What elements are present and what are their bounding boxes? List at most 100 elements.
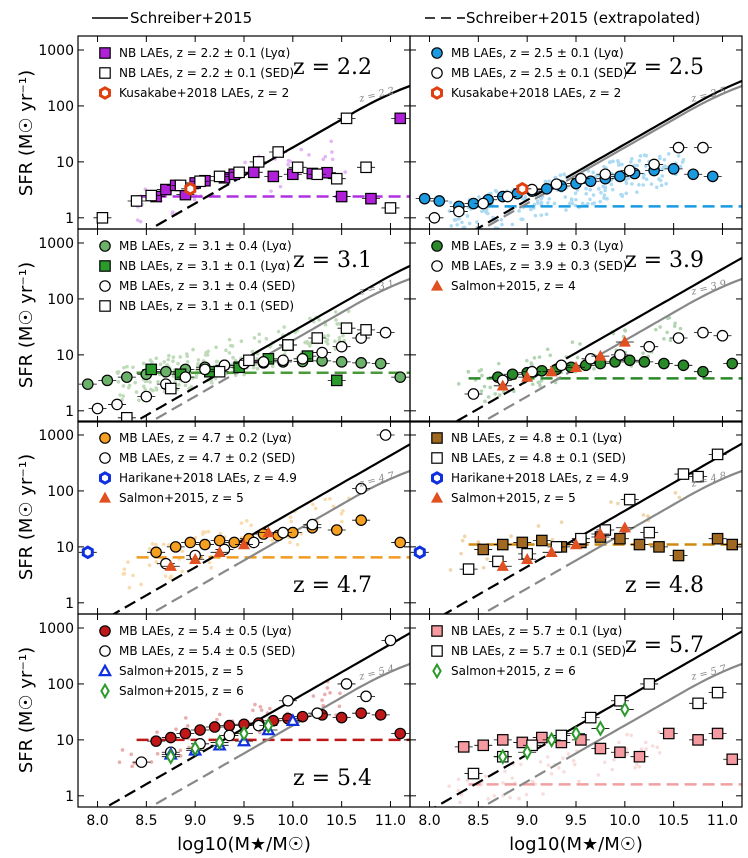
cloud-point [185, 354, 190, 359]
cloud-point [480, 209, 484, 214]
data-point [208, 721, 221, 733]
cloud-point [134, 390, 139, 394]
panel-z-label-z31: z = 3.1 [293, 248, 372, 273]
series-z54-1 [132, 634, 400, 768]
cloud-point [288, 515, 293, 520]
cloud-point [194, 375, 199, 380]
cloud-point [538, 760, 543, 764]
data-point [164, 382, 177, 395]
data-point [453, 205, 465, 218]
cloud-point [459, 793, 464, 797]
cloud-point [338, 691, 342, 696]
cloud-point [452, 218, 457, 222]
data-point [672, 332, 685, 344]
data-point [330, 374, 343, 387]
legend-label: Salmon+2015, z = 5 [119, 664, 244, 678]
panel-z-label-z47: z = 4.7 [293, 573, 372, 598]
cloud-point [488, 385, 493, 390]
cloud-point [289, 519, 293, 524]
data-point [540, 183, 553, 195]
data-point [335, 711, 348, 724]
data-point [477, 197, 490, 210]
data-point [145, 363, 158, 376]
legend-marker [99, 86, 111, 100]
y-tick-label: 100 [47, 292, 74, 308]
cloud-point [194, 373, 199, 378]
cloud-point [286, 162, 290, 167]
cloud-point [657, 177, 661, 181]
cloud-point [493, 226, 498, 229]
cloud-point [624, 191, 629, 196]
legend-marker [431, 86, 443, 100]
cloud-point [190, 376, 195, 380]
data-point [335, 356, 348, 368]
cloud-point [286, 158, 291, 163]
cloud-point [323, 154, 328, 159]
data-point [252, 156, 265, 168]
cloud-point [480, 373, 484, 378]
legend-marker [99, 432, 111, 444]
data-point [121, 412, 133, 422]
cloud-point [154, 542, 158, 547]
cloud-point [637, 158, 642, 163]
data-point [516, 736, 529, 749]
cloud-point [486, 797, 490, 801]
cloud-point [224, 348, 228, 353]
legend-marker [99, 645, 111, 657]
cloud-point [282, 325, 287, 329]
panel-cloud-z47 [121, 496, 351, 590]
data-point [150, 735, 162, 747]
cloud-point [536, 380, 541, 385]
cloud-point [609, 182, 614, 187]
cloud-point [630, 156, 634, 161]
legend-marker [99, 240, 111, 252]
cloud-point [604, 196, 609, 201]
cloud-point [521, 217, 525, 222]
cloud-point [252, 336, 257, 340]
cloud-point [142, 384, 146, 389]
x-tick-label: 8.5 [135, 813, 157, 829]
data-point [711, 686, 724, 699]
cloud-point [454, 217, 458, 222]
data-point [237, 538, 251, 550]
data-point [194, 724, 206, 736]
cloud-point [126, 385, 131, 390]
cloud-point [532, 356, 537, 360]
data-point [711, 448, 724, 461]
data-point [374, 357, 387, 370]
x-tick-label: 11.0 [375, 813, 406, 829]
cloud-point [599, 190, 603, 195]
y-tick-label: 10 [56, 155, 74, 171]
data-point [190, 740, 200, 757]
data-point [150, 546, 162, 559]
cloud-point [311, 694, 316, 698]
legend-marker [431, 432, 443, 444]
cloud-point [503, 769, 507, 774]
cloud-point [657, 750, 662, 755]
cloud-point [547, 197, 552, 201]
cloud-point [483, 399, 487, 404]
y-tick-label: 1000 [38, 621, 74, 637]
data-point [282, 694, 294, 707]
cloud-point [121, 384, 126, 388]
y-tick-label: 1 [65, 404, 74, 420]
data-point [384, 634, 397, 647]
cloud-point [251, 708, 255, 713]
cloud-point [661, 166, 666, 171]
panel-z22: 1 10 100 1000 NB LAEs, z = 2.2 ± 0.1 (Lyα) NB… [38, 35, 411, 230]
data-point [330, 172, 343, 185]
cloud-point [525, 358, 529, 363]
cloud-point [637, 182, 641, 187]
data-point [374, 709, 387, 721]
cloud-point [206, 529, 211, 534]
cloud-point [466, 369, 471, 374]
series-z31-3 [117, 322, 376, 422]
data-point [360, 324, 372, 336]
cloud-point [245, 519, 249, 523]
cloud-point [523, 195, 528, 199]
cloud-point [125, 364, 129, 369]
legend-label: MB LAEs, z = 2.5 ± 0.1 (SED) [451, 66, 627, 80]
cloud-point [574, 197, 578, 202]
cloud-point [662, 157, 667, 162]
cloud-point [642, 153, 647, 158]
